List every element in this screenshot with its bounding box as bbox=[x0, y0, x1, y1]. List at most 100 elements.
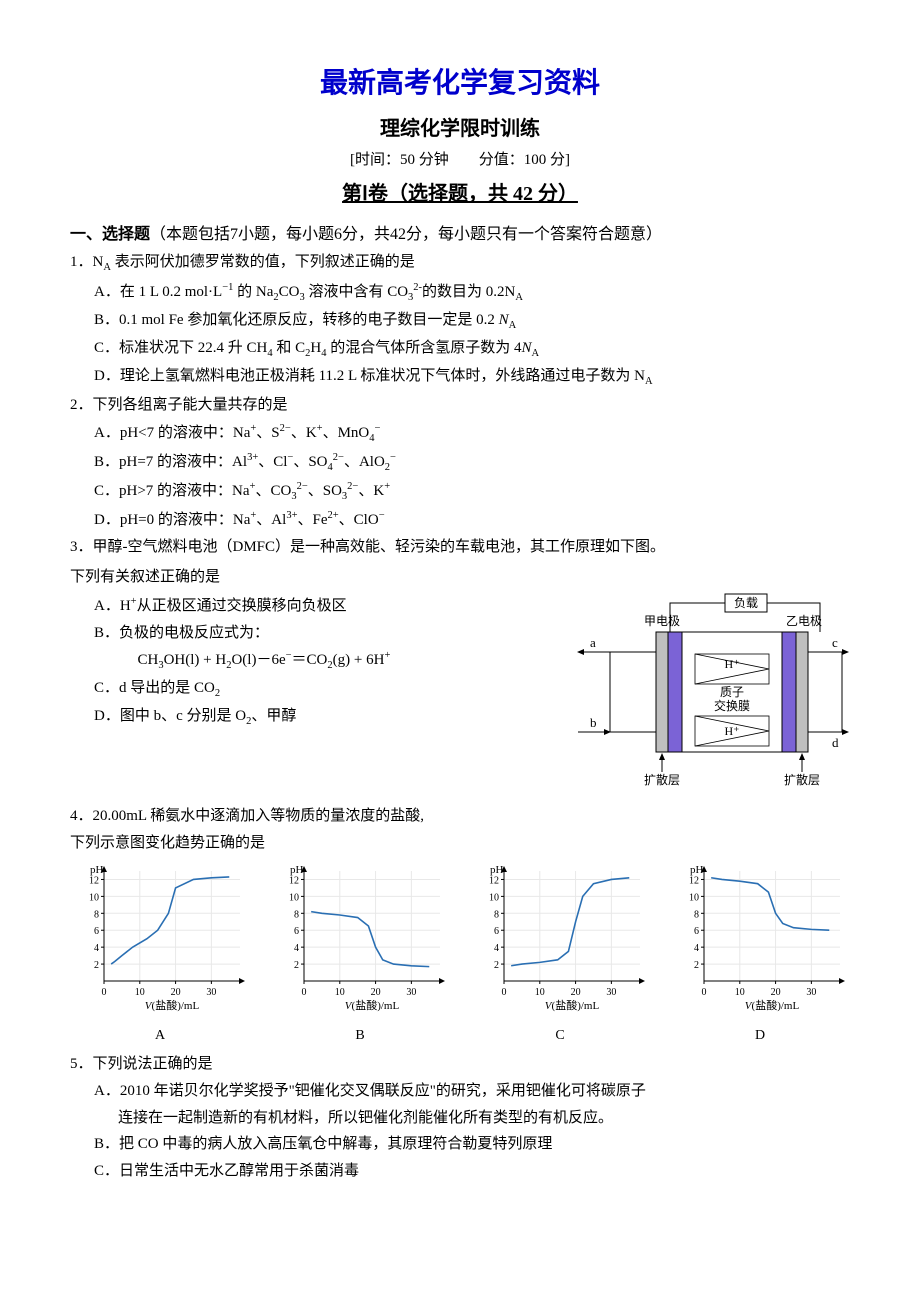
part-title: 第Ⅰ卷（选择题，共 42 分） bbox=[70, 177, 850, 211]
q3-stem2: 下列有关叙述正确的是 bbox=[70, 565, 220, 591]
svg-text:12: 12 bbox=[489, 875, 499, 886]
info-line: [时间：50 分钟 分值：100 分] bbox=[70, 148, 850, 174]
q1-opt-c: C．标准状况下 22.4 升 CH4 和 C2H4 的混合气体所含氢原子数为 4… bbox=[70, 336, 850, 363]
svg-text:2: 2 bbox=[694, 960, 699, 971]
q5-stem: 5．下列说法正确的是 bbox=[70, 1052, 850, 1078]
svg-text:a: a bbox=[590, 635, 596, 650]
svg-text:30: 30 bbox=[406, 987, 416, 998]
svg-text:8: 8 bbox=[494, 909, 499, 920]
q1-opt-b: B．0.1 mol Fe 参加氧化还原反应，转移的电子数目一定是 0.2 NA bbox=[70, 308, 850, 335]
svg-text:0: 0 bbox=[702, 987, 707, 998]
svg-text:c: c bbox=[832, 635, 838, 650]
svg-text:30: 30 bbox=[206, 987, 216, 998]
svg-text:20: 20 bbox=[771, 987, 781, 998]
chart-d-label: D bbox=[670, 1024, 850, 1048]
fuelcell-diagram: 负载甲电极 乙电极 a b c d H⁺ 质子交换膜 H⁺ 扩散层 扩散层 bbox=[570, 592, 850, 802]
q2-opt-d: D．pH=0 的溶液中：Na+、Al3+、Fe2+、ClO− bbox=[70, 507, 850, 534]
main-title: 最新高考化学复习资料 bbox=[70, 60, 850, 108]
svg-text:2: 2 bbox=[494, 960, 499, 971]
svg-text:b: b bbox=[590, 715, 597, 730]
svg-text:2: 2 bbox=[294, 960, 299, 971]
svg-text:交换膜: 交换膜 bbox=[714, 698, 750, 713]
section-1-desc: （本题包括7小题，每小题6分，共42分，每小题只有一个答案符合题意） bbox=[150, 226, 662, 243]
svg-text:6: 6 bbox=[294, 926, 299, 937]
svg-text:质子: 质子 bbox=[720, 685, 744, 699]
q1-opt-d: D．理论上氢氧燃料电池正极消耗 11.2 L 标准状况下气体时，外线路通过电子数… bbox=[70, 364, 850, 391]
svg-text:H⁺: H⁺ bbox=[725, 657, 740, 671]
svg-text:10: 10 bbox=[689, 892, 699, 903]
svg-text:4: 4 bbox=[94, 943, 99, 954]
svg-text:12: 12 bbox=[689, 875, 699, 886]
svg-text:0: 0 bbox=[502, 987, 507, 998]
svg-text:pH: pH bbox=[290, 864, 304, 876]
svg-text:V(盐酸)/mL: V(盐酸)/mL bbox=[545, 998, 600, 1012]
svg-text:4: 4 bbox=[694, 943, 699, 954]
chart-d: 246810120102030pHV(盐酸)/mL D bbox=[670, 863, 850, 1048]
q3-opt-a: A．H+从正极区通过交换膜移向负极区 bbox=[70, 593, 560, 620]
chart-c: 246810120102030pHV(盐酸)/mL C bbox=[470, 863, 650, 1048]
svg-text:30: 30 bbox=[806, 987, 816, 998]
q3-opt-b: B．负极的电极反应式为： bbox=[70, 621, 560, 647]
chart-a-label: A bbox=[70, 1024, 250, 1048]
chart-b-label: B bbox=[270, 1024, 450, 1048]
svg-text:pH: pH bbox=[490, 864, 504, 876]
svg-text:6: 6 bbox=[494, 926, 499, 937]
q2-opt-a: A．pH<7 的溶液中：Na+、S2−、K+、MnO4− bbox=[70, 420, 850, 448]
q2-stem: 2．下列各组离子能大量共存的是 bbox=[70, 393, 850, 419]
svg-text:30: 30 bbox=[606, 987, 616, 998]
q5-opt-a1: A．2010 年诺贝尔化学奖授予"钯催化交叉偶联反应"的研究，采用钯催化可将碳原… bbox=[70, 1079, 850, 1105]
q3-stem1: 3．甲醇-空气燃料电池（DMFC）是一种高效能、轻污染的车载电池，其工作原理如下… bbox=[70, 535, 850, 561]
section-1-head: 一、选择题（本题包括7小题，每小题6分，共42分，每小题只有一个答案符合题意） bbox=[70, 221, 850, 248]
q2-opt-b: B．pH=7 的溶液中：Al3+、Cl−、SO42−、AlO2− bbox=[70, 449, 850, 477]
svg-text:10: 10 bbox=[735, 987, 745, 998]
svg-text:8: 8 bbox=[94, 909, 99, 920]
svg-text:0: 0 bbox=[302, 987, 307, 998]
svg-text:8: 8 bbox=[694, 909, 699, 920]
q3-opt-c: C．d 导出的是 CO2 bbox=[70, 676, 560, 703]
svg-text:4: 4 bbox=[294, 943, 299, 954]
svg-text:10: 10 bbox=[489, 892, 499, 903]
svg-text:甲电极: 甲电极 bbox=[644, 614, 680, 628]
svg-text:负载: 负载 bbox=[734, 596, 758, 610]
q3-opt-d: D．图中 b、c 分别是 O2、甲醇 bbox=[70, 704, 560, 731]
charts-row: 246810120102030pHV(盐酸)/mL A 246810120102… bbox=[70, 863, 850, 1048]
svg-text:10: 10 bbox=[289, 892, 299, 903]
q5-opt-b: B．把 CO 中毒的病人放入高压氧仓中解毒，其原理符合勒夏特列原理 bbox=[70, 1132, 850, 1158]
svg-text:2: 2 bbox=[94, 960, 99, 971]
q4-stem1: 4．20.00mL 稀氨水中逐滴加入等物质的量浓度的盐酸, bbox=[70, 804, 850, 830]
svg-text:乙电极: 乙电极 bbox=[786, 614, 822, 628]
q3-opt-b-eq: CH3OH(l) + H2O(l)－6e−＝CO2(g) + 6H+ bbox=[70, 647, 560, 675]
svg-text:10: 10 bbox=[335, 987, 345, 998]
chart-b: 2 4 6 8 10 12 0 10 20 30 pH V(盐酸)/mL B bbox=[270, 863, 450, 1048]
q2-opt-c: C．pH>7 的溶液中：Na+、CO32−、SO32−、K+ bbox=[70, 478, 850, 506]
svg-text:10: 10 bbox=[135, 987, 145, 998]
svg-text:pH: pH bbox=[90, 864, 104, 876]
q1-stem: 1．NA 表示阿伏加德罗常数的值，下列叙述正确的是 bbox=[70, 250, 850, 277]
svg-text:20: 20 bbox=[171, 987, 181, 998]
subtitle: 理综化学限时训练 bbox=[70, 112, 850, 146]
svg-text:V(盐酸)/mL: V(盐酸)/mL bbox=[145, 998, 200, 1012]
chart-c-label: C bbox=[470, 1024, 650, 1048]
svg-text:扩散层: 扩散层 bbox=[644, 772, 680, 787]
svg-text:pH: pH bbox=[690, 864, 704, 876]
svg-text:12: 12 bbox=[289, 875, 299, 886]
svg-text:d: d bbox=[832, 735, 839, 750]
svg-text:20: 20 bbox=[371, 987, 381, 998]
q1-opt-a: A．在 1 L 0.2 mol·L−1 的 Na2CO3 溶液中含有 CO32-… bbox=[70, 279, 850, 307]
chart-a: 2 4 6 8 10 12 0 10 20 30 pH V(盐酸)/mL A bbox=[70, 863, 250, 1048]
svg-text:20: 20 bbox=[571, 987, 581, 998]
q5-opt-c: C．日常生活中无水乙醇常用于杀菌消毒 bbox=[70, 1159, 850, 1185]
svg-text:V(盐酸)/mL: V(盐酸)/mL bbox=[345, 998, 400, 1012]
section-1-label: 一、选择题 bbox=[70, 226, 150, 243]
svg-text:H⁺: H⁺ bbox=[725, 724, 740, 738]
svg-text:8: 8 bbox=[294, 909, 299, 920]
svg-text:扩散层: 扩散层 bbox=[784, 772, 820, 787]
svg-text:6: 6 bbox=[94, 926, 99, 937]
svg-text:12: 12 bbox=[89, 875, 99, 886]
q5-opt-a2: 连接在一起制造新的有机材料，所以钯催化剂能催化所有类型的有机反应。 bbox=[70, 1106, 850, 1132]
svg-text:10: 10 bbox=[89, 892, 99, 903]
svg-text:6: 6 bbox=[694, 926, 699, 937]
q4-stem2: 下列示意图变化趋势正确的是 bbox=[70, 831, 850, 857]
svg-text:10: 10 bbox=[535, 987, 545, 998]
svg-text:0: 0 bbox=[102, 987, 107, 998]
